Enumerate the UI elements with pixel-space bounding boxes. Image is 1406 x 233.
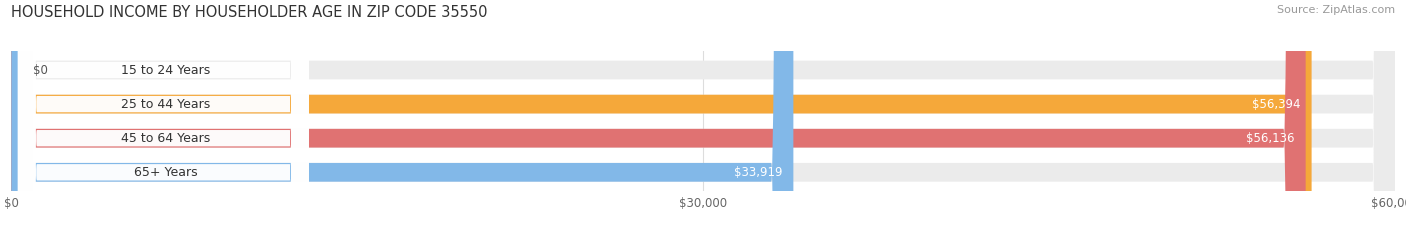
Text: $33,919: $33,919: [734, 166, 782, 179]
Text: $0: $0: [34, 64, 48, 76]
FancyBboxPatch shape: [11, 0, 1312, 233]
Text: 45 to 64 Years: 45 to 64 Years: [121, 132, 211, 145]
FancyBboxPatch shape: [11, 0, 1395, 233]
FancyBboxPatch shape: [18, 0, 309, 233]
Text: $56,394: $56,394: [1251, 98, 1301, 111]
FancyBboxPatch shape: [18, 0, 309, 233]
FancyBboxPatch shape: [11, 0, 793, 233]
Text: HOUSEHOLD INCOME BY HOUSEHOLDER AGE IN ZIP CODE 35550: HOUSEHOLD INCOME BY HOUSEHOLDER AGE IN Z…: [11, 5, 488, 20]
Text: 65+ Years: 65+ Years: [134, 166, 198, 179]
FancyBboxPatch shape: [11, 0, 1395, 233]
Text: Source: ZipAtlas.com: Source: ZipAtlas.com: [1277, 5, 1395, 15]
FancyBboxPatch shape: [11, 0, 1395, 233]
FancyBboxPatch shape: [11, 0, 1306, 233]
Text: 25 to 44 Years: 25 to 44 Years: [121, 98, 211, 111]
FancyBboxPatch shape: [11, 0, 1395, 233]
FancyBboxPatch shape: [18, 0, 309, 233]
FancyBboxPatch shape: [18, 0, 309, 233]
Text: 15 to 24 Years: 15 to 24 Years: [121, 64, 211, 76]
Text: $56,136: $56,136: [1246, 132, 1295, 145]
